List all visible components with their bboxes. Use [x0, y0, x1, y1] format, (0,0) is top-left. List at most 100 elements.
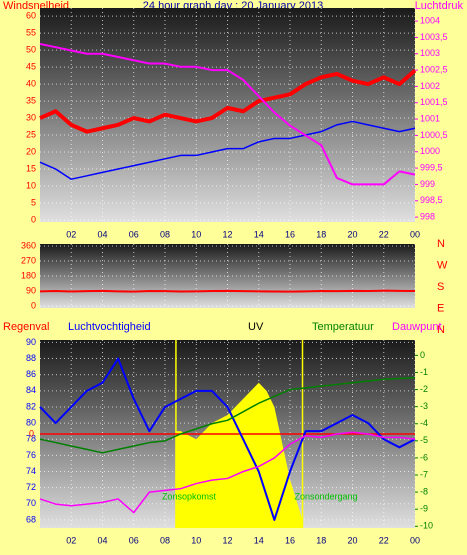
- y-tick-label: 55: [26, 28, 36, 38]
- y-tick-label: 360: [21, 240, 36, 250]
- x-tick-label: 08: [160, 229, 170, 239]
- chart-title: 24 hour graph day : 20 January 2013: [143, 0, 323, 12]
- y-tick-label: 5: [31, 197, 36, 207]
- y-tick-label: 50: [26, 44, 36, 54]
- rain-tick-label: 0: [29, 428, 34, 438]
- y-tick-label: 88: [26, 353, 36, 363]
- y2-tick-label: -10: [420, 521, 433, 531]
- y2-tick-label: 1002: [420, 81, 440, 91]
- y2-tick-label: -7: [420, 469, 428, 479]
- y-tick-label: 60: [26, 11, 36, 21]
- y-tick-label: 25: [26, 129, 36, 139]
- compass-label: N: [437, 324, 445, 336]
- x-tick-label: 04: [97, 229, 107, 239]
- y2-tick-label: -5: [420, 435, 428, 445]
- y2-tick-label: -8: [420, 486, 428, 496]
- x-tick-label: 10: [191, 535, 201, 545]
- y2-tick-label: 1001,5: [420, 97, 448, 107]
- y2-tick-label: -1: [420, 367, 428, 377]
- y2-tick-label: -3: [420, 401, 428, 411]
- y2-axis-title: Luchtdruk: [415, 0, 464, 12]
- y2-tick-label: -6: [420, 452, 428, 462]
- y-tick-label: 90: [26, 285, 36, 295]
- y2-tick-label: 1000,5: [420, 130, 448, 140]
- series-line: [39, 357, 416, 521]
- y-tick-label: 0: [31, 214, 36, 224]
- x-tick-label: 06: [129, 229, 139, 239]
- y2-tick-label: 1003: [420, 48, 440, 58]
- x-tick-label: 10: [191, 229, 201, 239]
- x-tick-label: 22: [379, 229, 389, 239]
- y2-tick-label: 1000: [420, 146, 440, 156]
- y-tick-label: 80: [26, 417, 36, 427]
- x-tick-label: 22: [379, 535, 389, 545]
- x-tick-label: 12: [222, 535, 232, 545]
- y-tick-label: 20: [26, 146, 36, 156]
- compass-label: N: [437, 238, 445, 250]
- x-tick-label: 16: [285, 229, 295, 239]
- y2-tick-label: -9: [420, 504, 428, 514]
- y2-tick-label: 998: [420, 211, 435, 221]
- series-label: Regenval: [3, 321, 49, 333]
- x-tick-label: 14: [254, 229, 264, 239]
- y-tick-label: 70: [26, 498, 36, 508]
- series-label: UV: [248, 321, 264, 333]
- y2-tick-label: 1003,5: [420, 32, 448, 42]
- series-line: [39, 68, 417, 134]
- y2-tick-label: 998,5: [420, 195, 443, 205]
- y2-tick-label: 1004: [420, 15, 440, 25]
- y-axis-title: Windsnelheid: [3, 0, 69, 12]
- x-tick-label: 08: [160, 535, 170, 545]
- y-tick-label: 0: [31, 300, 36, 310]
- y2-tick-label: 999: [420, 179, 435, 189]
- series-line: [39, 289, 416, 293]
- y-tick-label: 76: [26, 450, 36, 460]
- compass-label: W: [437, 259, 448, 271]
- y2-tick-label: 999,5: [420, 162, 443, 172]
- y-tick-label: 30: [26, 112, 36, 122]
- series-label: Dauwpunt: [392, 321, 442, 333]
- x-tick-label: 16: [285, 535, 295, 545]
- compass-label: S: [437, 281, 444, 293]
- x-tick-label: 02: [66, 535, 76, 545]
- y2-tick-label: 1001: [420, 113, 440, 123]
- y-tick-label: 270: [21, 255, 36, 265]
- y-tick-label: 72: [26, 482, 36, 492]
- series-label: Temperatuur: [312, 321, 374, 333]
- y-tick-label: 90: [26, 337, 36, 347]
- series-line: [39, 431, 416, 514]
- x-tick-label: 02: [66, 229, 76, 239]
- y2-tick-label: -4: [420, 418, 428, 428]
- y-tick-label: 84: [26, 385, 36, 395]
- y-tick-label: 78: [26, 434, 36, 444]
- series-line: [39, 376, 416, 454]
- y-tick-label: 35: [26, 95, 36, 105]
- y2-tick-label: 1002,5: [420, 64, 448, 74]
- x-tick-label: 20: [347, 229, 357, 239]
- x-tick-label: 12: [222, 229, 232, 239]
- series-line: [39, 42, 416, 186]
- x-tick-label: 00: [410, 229, 420, 239]
- y-tick-label: 10: [26, 180, 36, 190]
- x-tick-label: 18: [316, 535, 326, 545]
- annotation: Zonsondergang: [295, 491, 358, 501]
- annotation: Zonsopkomst: [162, 491, 217, 501]
- x-tick-label: 04: [97, 535, 107, 545]
- y-tick-label: 45: [26, 61, 36, 71]
- series-label: Luchtvochtigheid: [68, 321, 151, 333]
- y-tick-label: 74: [26, 466, 36, 476]
- series-line: [39, 120, 416, 180]
- y-tick-label: 15: [26, 163, 36, 173]
- y2-tick-label: 0: [420, 350, 425, 360]
- uv-area: [175, 382, 303, 528]
- x-tick-label: 06: [129, 535, 139, 545]
- y2-tick-label: -2: [420, 384, 428, 394]
- y-tick-label: 68: [26, 514, 36, 524]
- x-tick-label: 20: [347, 535, 357, 545]
- x-tick-label: 14: [254, 535, 264, 545]
- compass-label: E: [437, 302, 444, 314]
- y-tick-label: 82: [26, 401, 36, 411]
- x-tick-label: 00: [410, 535, 420, 545]
- y-tick-label: 40: [26, 78, 36, 88]
